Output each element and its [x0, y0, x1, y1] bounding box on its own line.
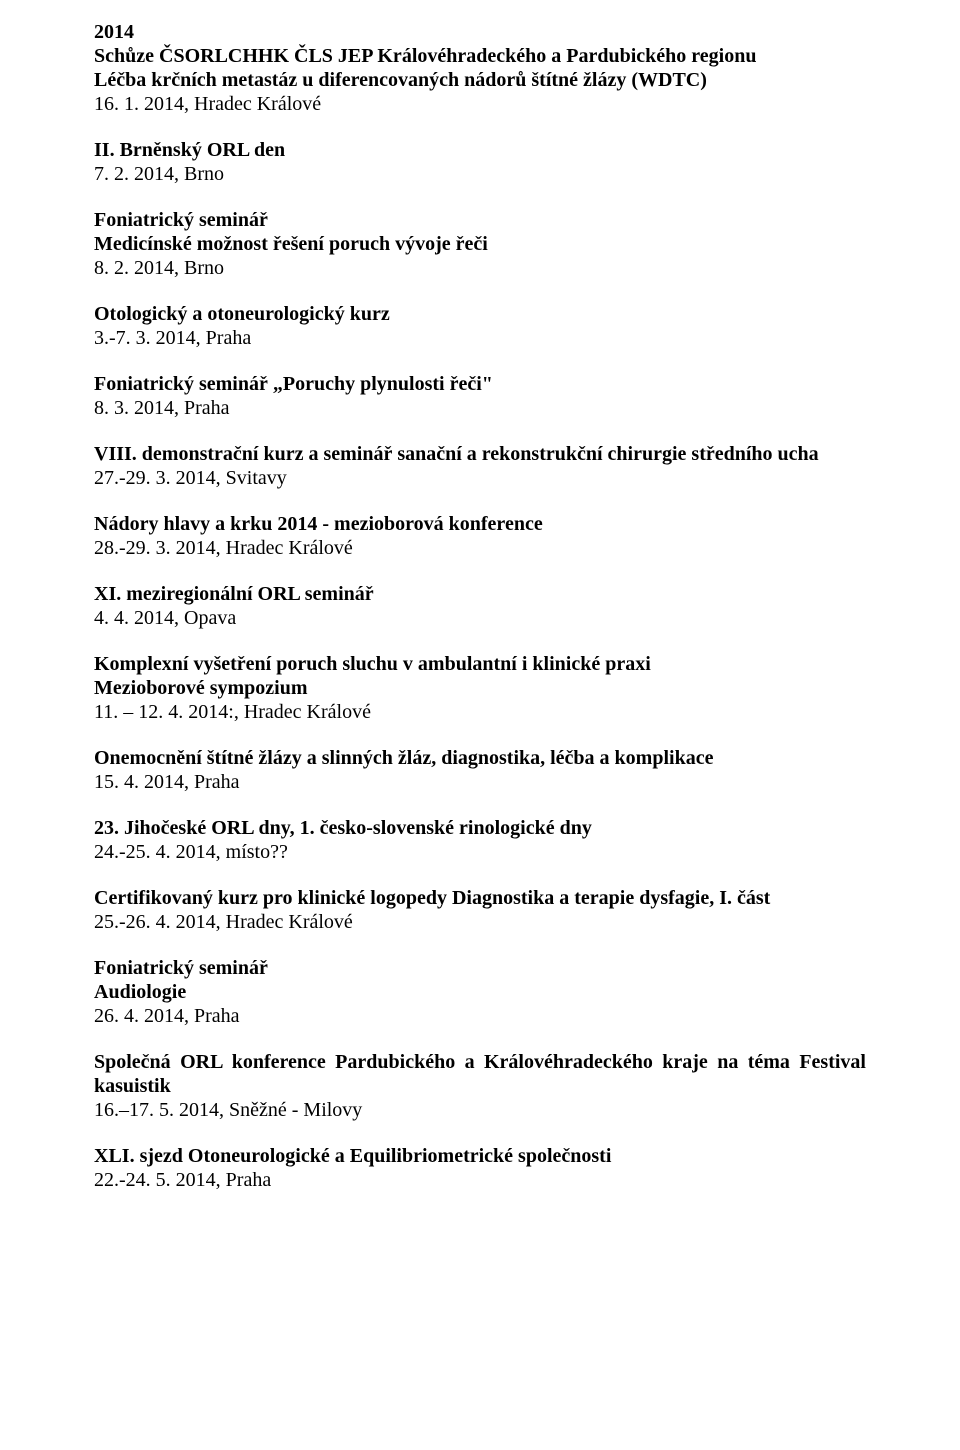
event-date: 11. – 12. 4. 2014:, Hradec Králové [94, 700, 866, 724]
event-block: Onemocnění štítné žlázy a slinných žláz,… [94, 746, 866, 794]
event-block: 23. Jihočeské ORL dny, 1. česko-slovensk… [94, 816, 866, 864]
event-title: 23. Jihočeské ORL dny, 1. česko-slovensk… [94, 816, 866, 840]
event-subtitle: Mezioborové sympozium [94, 676, 866, 700]
event-title: Medicínské možnost řešení poruch vývoje … [94, 232, 866, 256]
event-date: 25.-26. 4. 2014, Hradec Králové [94, 910, 866, 934]
event-title: Foniatrický seminář „Poruchy plynulosti … [94, 372, 866, 396]
event-title: Otologický a otoneurologický kurz [94, 302, 866, 326]
event-date: 22.-24. 5. 2014, Praha [94, 1168, 866, 1192]
event-date: 28.-29. 3. 2014, Hradec Králové [94, 536, 866, 560]
event-title: Komplexní vyšetření poruch sluchu v ambu… [94, 652, 866, 676]
event-date: 27.-29. 3. 2014, Svitavy [94, 466, 866, 490]
document-body: 2014Schůze ČSORLCHHK ČLS JEP Královéhrad… [94, 20, 866, 1192]
event-pretitle: Foniatrický seminář [94, 956, 866, 980]
event-block: Foniatrický seminářAudiologie26. 4. 2014… [94, 956, 866, 1028]
event-block: VIII. demonstrační kurz a seminář sanačn… [94, 442, 866, 490]
event-date: 26. 4. 2014, Praha [94, 1004, 866, 1028]
event-block: Nádory hlavy a krku 2014 - mezioborová k… [94, 512, 866, 560]
event-date: 4. 4. 2014, Opava [94, 606, 866, 630]
event-title: VIII. demonstrační kurz a seminář sanačn… [94, 442, 866, 466]
event-date: 15. 4. 2014, Praha [94, 770, 866, 794]
event-block: XLI. sjezd Otoneurologické a Equilibriom… [94, 1144, 866, 1192]
event-subtitle: Léčba krčních metastáz u diferencovaných… [94, 68, 866, 92]
event-date: 24.-25. 4. 2014, místo?? [94, 840, 866, 864]
event-title: Audiologie [94, 980, 866, 1004]
event-block: Společná ORL konference Pardubického a K… [94, 1050, 866, 1122]
event-date: 8. 2. 2014, Brno [94, 256, 866, 280]
event-block: XI. meziregionální ORL seminář4. 4. 2014… [94, 582, 866, 630]
event-title: Nádory hlavy a krku 2014 - mezioborová k… [94, 512, 866, 536]
event-date: 16. 1. 2014, Hradec Králové [94, 92, 866, 116]
event-date: 7. 2. 2014, Brno [94, 162, 866, 186]
year-heading: 2014 [94, 20, 866, 44]
event-date: 16.–17. 5. 2014, Sněžné - Milovy [94, 1098, 866, 1122]
event-title: Společná ORL konference Pardubického a K… [94, 1050, 866, 1098]
event-title: II. Brněnský ORL den [94, 138, 866, 162]
event-block: II. Brněnský ORL den7. 2. 2014, Brno [94, 138, 866, 186]
event-block: 2014Schůze ČSORLCHHK ČLS JEP Královéhrad… [94, 20, 866, 116]
event-title: XLI. sjezd Otoneurologické a Equilibriom… [94, 1144, 866, 1168]
event-title: Schůze ČSORLCHHK ČLS JEP Královéhradecké… [94, 44, 866, 68]
event-block: Otologický a otoneurologický kurz3.-7. 3… [94, 302, 866, 350]
event-block: Foniatrický seminářMedicínské možnost ře… [94, 208, 866, 280]
event-date: 3.-7. 3. 2014, Praha [94, 326, 866, 350]
event-title: Certifikovaný kurz pro klinické logopedy… [94, 886, 866, 910]
event-date: 8. 3. 2014, Praha [94, 396, 866, 420]
event-title: Onemocnění štítné žlázy a slinných žláz,… [94, 746, 866, 770]
event-block: Komplexní vyšetření poruch sluchu v ambu… [94, 652, 866, 724]
event-block: Certifikovaný kurz pro klinické logopedy… [94, 886, 866, 934]
event-pretitle: Foniatrický seminář [94, 208, 866, 232]
event-title: XI. meziregionální ORL seminář [94, 582, 866, 606]
event-block: Foniatrický seminář „Poruchy plynulosti … [94, 372, 866, 420]
